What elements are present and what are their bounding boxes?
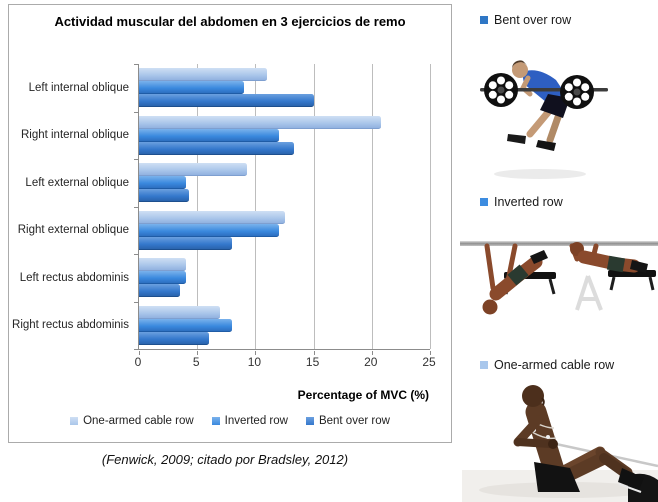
legend-label: One-armed cable row bbox=[83, 415, 194, 427]
bar-group-right-rectus-abdominis bbox=[139, 302, 430, 350]
x-axis-tick-mark bbox=[255, 351, 257, 355]
chart-legend: One-armed cable row Inverted row Bent over… bbox=[9, 415, 451, 427]
legend-swatch-icon bbox=[70, 417, 79, 425]
bar-group-left-internal-oblique bbox=[139, 64, 430, 112]
category-axis-tick-mark bbox=[134, 64, 138, 65]
bar-inverted-row bbox=[139, 223, 279, 237]
bar-inverted-row bbox=[139, 271, 186, 285]
category-label: Right external oblique bbox=[17, 224, 129, 237]
x-tick-label: 5 bbox=[192, 355, 200, 369]
bar-inverted-row bbox=[139, 318, 233, 332]
x-axis-tick-mark bbox=[313, 351, 315, 355]
category-label: Left external oblique bbox=[25, 176, 129, 189]
exercise-label-inverted-row: Inverted row bbox=[480, 195, 563, 209]
legend-item-inverted-row: Inverted row bbox=[211, 415, 288, 427]
legend-label: Inverted row bbox=[224, 415, 288, 427]
exercise-label-text: Bent over row bbox=[494, 13, 572, 27]
category-axis-labels: Left internal oblique Right internal obli… bbox=[9, 64, 134, 349]
category-axis-tick-mark bbox=[134, 301, 138, 303]
inverted-row-photo bbox=[460, 241, 658, 315]
bar-bent-over-row bbox=[139, 284, 180, 298]
bar-inverted-row bbox=[139, 176, 186, 190]
category-label: Right rectus abdominis bbox=[12, 319, 129, 332]
bar-one-armed-cable-row bbox=[139, 258, 186, 272]
source-caption: (Fenwick, 2009; citado por Bradsley, 201… bbox=[101, 452, 349, 467]
bar-inverted-row bbox=[139, 81, 244, 95]
bar-bent-over-row bbox=[139, 236, 233, 250]
bent-over-row-photo bbox=[480, 60, 608, 179]
exercise-label-bent-over-row: Bent over row bbox=[480, 13, 571, 27]
gridline bbox=[197, 64, 199, 349]
exercise-label-text: One-armed cable row bbox=[494, 358, 615, 372]
category-label: Left rectus abdominis bbox=[19, 271, 129, 284]
bar-group-left-rectus-abdominis bbox=[139, 254, 430, 302]
legend-item-bent-over-row: Bent over row bbox=[305, 415, 390, 427]
bar-inverted-row bbox=[139, 128, 279, 142]
gridline bbox=[371, 64, 373, 349]
category-axis-tick-mark bbox=[134, 206, 138, 208]
bar-one-armed-cable-row bbox=[139, 305, 221, 319]
x-axis-tick-mark bbox=[139, 351, 140, 355]
bullet-square-icon bbox=[480, 16, 488, 24]
bar-one-armed-cable-row bbox=[139, 115, 382, 129]
chart-title: Actividad muscular del abdomen en 3 ejer… bbox=[54, 14, 406, 29]
category-axis-tick-mark bbox=[134, 254, 138, 255]
bar-one-armed-cable-row bbox=[139, 68, 268, 82]
category-label: Left internal oblique bbox=[28, 81, 129, 94]
exercise-label-one-armed-cable-row: One-armed cable row bbox=[480, 358, 614, 372]
bar-bent-over-row bbox=[139, 189, 190, 203]
plot-area bbox=[134, 64, 431, 355]
legend-item-one-armed-cable-row: One-armed cable row bbox=[70, 415, 194, 427]
gridline bbox=[255, 64, 257, 349]
bar-groups bbox=[139, 64, 430, 349]
bullet-square-icon bbox=[480, 361, 488, 369]
bullet-square-icon bbox=[480, 198, 488, 206]
x-tick-label: 15 bbox=[305, 355, 320, 369]
one-armed-cable-row-photo bbox=[462, 385, 658, 502]
bar-group-right-internal-oblique bbox=[139, 112, 430, 160]
bar-group-left-external-oblique bbox=[139, 159, 430, 207]
chart-panel: Actividad muscular del abdomen en 3 ejer… bbox=[8, 4, 452, 443]
x-tick-label: 10 bbox=[247, 355, 262, 369]
legend-swatch-icon bbox=[305, 417, 314, 425]
x-tick-label: 0 bbox=[134, 355, 142, 369]
category-axis-tick-mark bbox=[134, 349, 138, 350]
gridline bbox=[430, 64, 431, 349]
gridline bbox=[313, 64, 315, 349]
legend-swatch-icon bbox=[211, 417, 220, 425]
category-axis-tick-mark bbox=[134, 159, 138, 160]
x-axis-tick-labels: 0 5 10 15 20 25 bbox=[134, 355, 436, 369]
bar-bent-over-row bbox=[139, 141, 294, 155]
legend-label: Bent over row bbox=[318, 415, 390, 427]
x-tick-label: 20 bbox=[364, 355, 378, 369]
x-tick-label: 25 bbox=[422, 355, 436, 369]
category-label: Right internal oblique bbox=[20, 129, 129, 142]
category-axis-tick-mark bbox=[134, 111, 138, 113]
bar-bent-over-row bbox=[139, 331, 209, 345]
x-axis-tick-mark bbox=[197, 351, 199, 355]
x-axis-tick-mark bbox=[371, 351, 373, 355]
x-axis-title: Percentage of MVC (%) bbox=[297, 388, 429, 402]
exercise-label-text: Inverted row bbox=[494, 195, 563, 209]
x-axis-tick-mark bbox=[430, 351, 431, 355]
bar-group-right-external-oblique bbox=[139, 207, 430, 255]
bar-one-armed-cable-row bbox=[139, 163, 248, 177]
bar-bent-over-row bbox=[139, 94, 314, 108]
bar-one-armed-cable-row bbox=[139, 210, 285, 224]
